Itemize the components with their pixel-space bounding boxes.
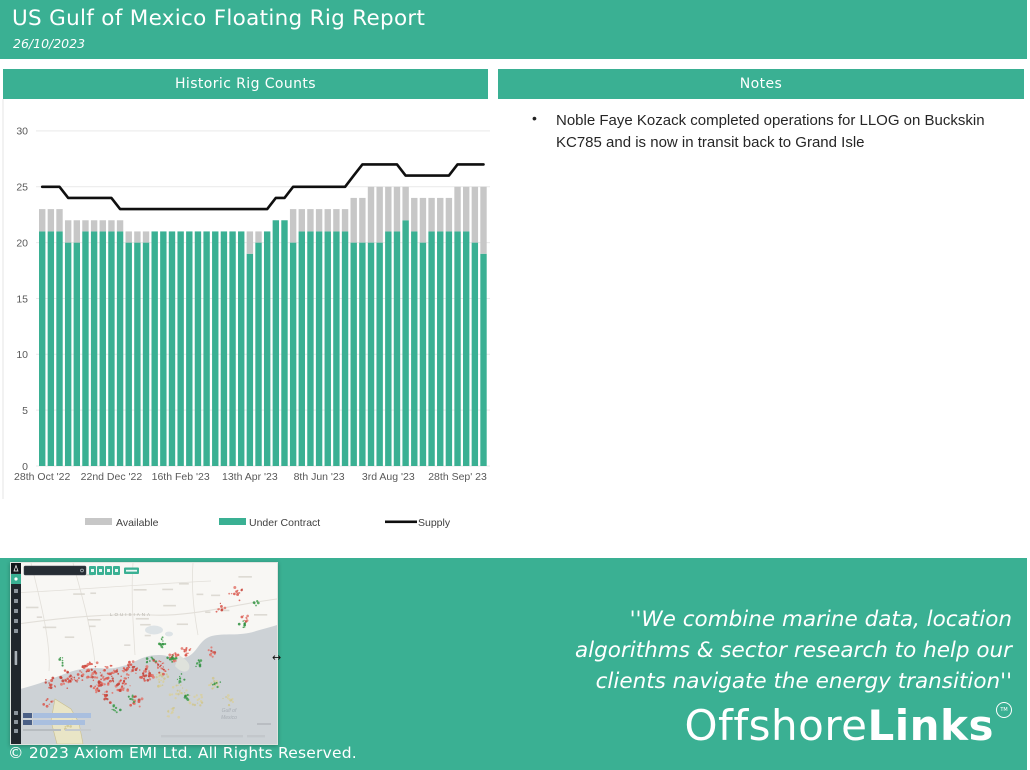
svg-text:Available: Available xyxy=(116,517,159,529)
svg-text:Under Contract: Under Contract xyxy=(249,517,320,529)
bullet-icon: • xyxy=(532,110,537,126)
note-item: Noble Faye Kozack completed operations f… xyxy=(556,112,985,151)
resize-cursor-icon: ↔ xyxy=(272,651,282,664)
svg-text:30: 30 xyxy=(16,126,28,138)
section-header-notes: Notes xyxy=(498,69,1024,99)
report-date: 26/10/2023 xyxy=(13,36,86,51)
quote-line-3: clients navigate the energy transition'' xyxy=(595,669,1012,694)
svg-text:Supply: Supply xyxy=(418,517,451,529)
svg-text:8th Jun '23: 8th Jun '23 xyxy=(294,471,345,483)
svg-text:22nd Dec '22: 22nd Dec '22 xyxy=(81,471,143,483)
offshorelinks-logo: OffshoreLinks TM xyxy=(684,700,1012,752)
logo-text-bold: Links xyxy=(867,701,994,750)
section-header-historic-rig-counts: Historic Rig Counts xyxy=(3,69,488,99)
top-header-band: US Gulf of Mexico Floating Rig Report 26… xyxy=(0,0,1027,59)
historic-rig-counts-chart: 0 5 10 15 20 25 30 28th Oct '22 22nd Dec '22 16th… xyxy=(2,99,490,529)
svg-text:10: 10 xyxy=(16,349,28,361)
quote-line-1: ''We combine marine data, location xyxy=(629,607,1012,632)
svg-text:28th Oct '22: 28th Oct '22 xyxy=(14,471,70,483)
svg-text:28th Sep' 23: 28th Sep' 23 xyxy=(428,471,487,483)
copyright-text: © 2023 Axiom EMI Ltd. All Rights Reserve… xyxy=(8,744,357,762)
svg-text:Gulf of: Gulf of xyxy=(222,708,237,714)
svg-text:LOUISIANA: LOUISIANA xyxy=(110,612,152,617)
svg-text:5: 5 xyxy=(22,405,28,417)
trademark-icon: TM xyxy=(996,702,1012,718)
svg-text:0: 0 xyxy=(22,461,28,473)
svg-text:20: 20 xyxy=(16,237,28,249)
logo-text-regular: Offshore xyxy=(684,701,868,750)
svg-text:25: 25 xyxy=(16,182,28,194)
svg-text:15: 15 xyxy=(16,293,28,305)
svg-text:13th Apr '23: 13th Apr '23 xyxy=(222,471,278,483)
svg-text:3rd Aug '23: 3rd Aug '23 xyxy=(362,471,415,483)
svg-text:Mexico: Mexico xyxy=(221,715,237,721)
svg-text:16th Feb '23: 16th Feb '23 xyxy=(152,471,210,483)
page-title: US Gulf of Mexico Floating Rig Report xyxy=(12,6,426,31)
brand-quote: ''We combine marine data, location algor… xyxy=(392,604,1012,697)
quote-line-2: algorithms & sector research to help our xyxy=(574,638,1012,663)
